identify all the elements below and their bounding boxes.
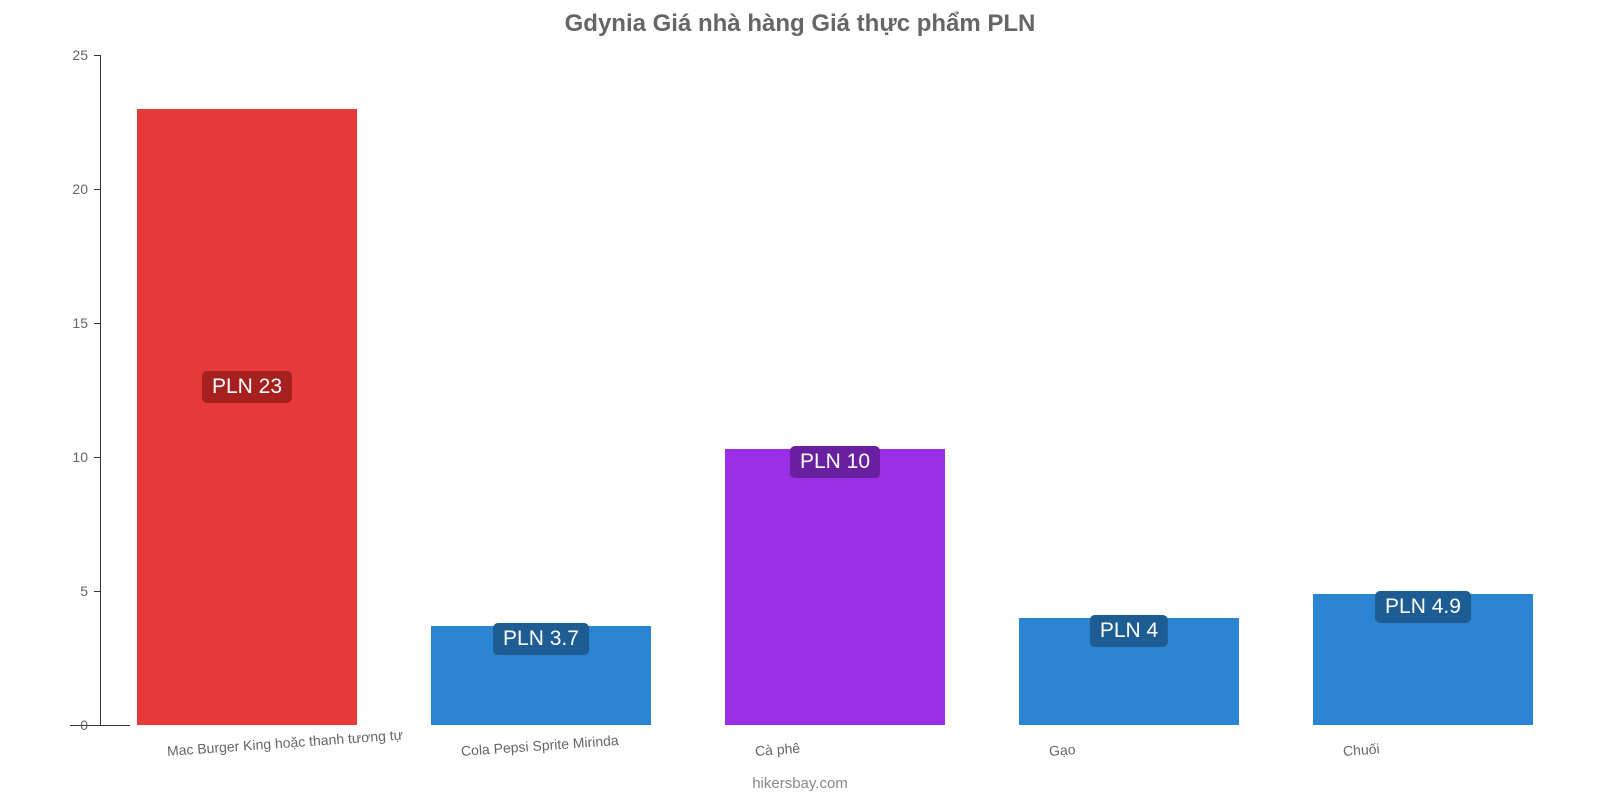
y-tick-label: 0 [48,717,88,733]
y-axis [100,55,101,725]
y-tick-label: 20 [48,181,88,197]
y-tick-mark [94,189,100,190]
y-tick-label: 5 [48,583,88,599]
chart-title: Gdynia Giá nhà hàng Giá thực phẩm PLN [0,10,1600,38]
category-label: Cà phê [754,740,800,759]
y-tick-mark [94,591,100,592]
y-tick-mark [94,323,100,324]
category-label: Mac Burger King hoặc thanh tương tự [166,727,403,759]
category-label: Cola Pepsi Sprite Mirinda [460,732,619,759]
y-tick-label: 10 [48,449,88,465]
y-tick-mark [94,725,100,726]
value-badge: PLN 3.7 [493,623,589,655]
plot-area: 0510152025PLN 23Mac Burger King hoặc tha… [100,55,1570,725]
category-label: Gạo [1048,741,1076,759]
y-tick-label: 25 [48,47,88,63]
bar [137,109,358,725]
category-label: Chuối [1342,740,1380,759]
watermark: hikersbay.com [0,775,1600,792]
value-badge: PLN 23 [202,371,292,403]
y-tick-label: 15 [48,315,88,331]
price-bar-chart: Gdynia Giá nhà hàng Giá thực phẩm PLN 05… [0,0,1600,800]
value-badge: PLN 10 [790,446,880,478]
y-tick-mark [94,457,100,458]
value-badge: PLN 4 [1090,615,1168,647]
value-badge: PLN 4.9 [1375,591,1471,623]
bar [725,449,946,725]
y-tick-mark [94,55,100,56]
